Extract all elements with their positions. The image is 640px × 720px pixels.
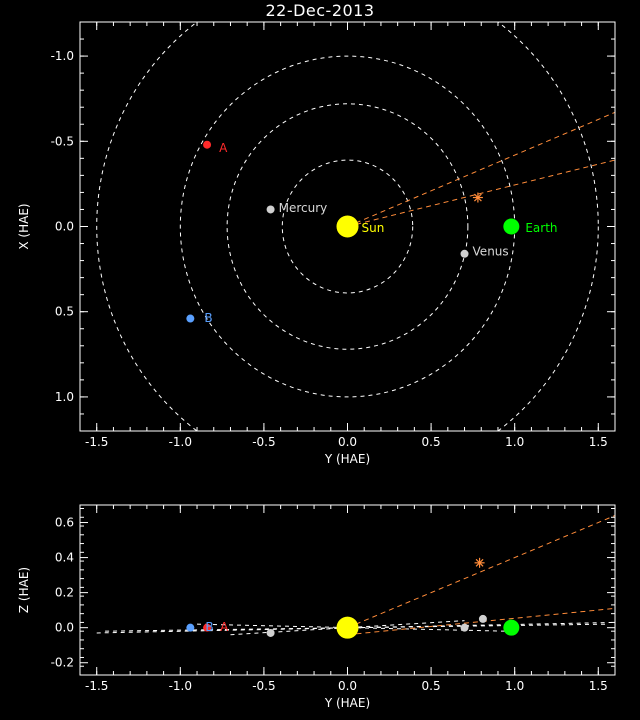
x-tick-label: 0.0	[338, 679, 357, 693]
x-axis-label: Y (HAE)	[324, 452, 370, 466]
orbit-line-3	[230, 620, 465, 636]
sun-label: Sun	[362, 221, 385, 235]
stereo-b-label: B	[204, 311, 212, 325]
x-tick-label: 0.5	[422, 679, 441, 693]
mercury-label: Mercury	[279, 201, 328, 215]
x-tick-label: 1.5	[589, 679, 608, 693]
stereo-b-marker	[186, 314, 195, 323]
x-tick-label: -1.5	[85, 679, 108, 693]
comet-marker-stroke-3	[475, 558, 484, 567]
stereo-a-marker	[203, 140, 212, 149]
comet-marker	[472, 192, 483, 203]
x-tick-label: 0.0	[338, 435, 357, 449]
orbit-ring-1	[226, 103, 469, 350]
y-axis-label: X (HAE)	[17, 203, 31, 249]
orbit-ring-0	[281, 159, 414, 294]
x-axis-label: Y (HAE)	[324, 696, 370, 710]
fov-line-1	[347, 159, 615, 227]
sun-marker	[336, 215, 359, 238]
x-tick-label: -1.5	[85, 435, 108, 449]
comet-marker	[474, 557, 485, 568]
chart-title: 22-Dec-2013	[265, 1, 375, 20]
fov-line-0	[347, 515, 615, 629]
y-tick-label: -0.2	[51, 656, 74, 670]
mercury-marker	[266, 628, 275, 637]
plot-area-side: AB	[96, 515, 615, 639]
earth-marker	[503, 619, 520, 636]
x-tick-label: -0.5	[252, 435, 275, 449]
x-tick-label: -0.5	[252, 679, 275, 693]
fov-line-0	[347, 111, 615, 227]
y-axis-label: Z (HAE)	[17, 567, 31, 613]
venus-marker	[460, 249, 469, 258]
x-tick-label: -1.0	[169, 679, 192, 693]
x-tick-label: 1.0	[505, 679, 524, 693]
plot-side: AB -1.5 -1.0 -0.5 0.0 0.5 1.0 1.5 -0.2 0.0 0.2 0.4 0…	[17, 504, 616, 710]
x-tick-label: -1.0	[169, 435, 192, 449]
y-tick-label: 0.6	[55, 516, 74, 530]
stereo-a-label: A	[220, 620, 229, 634]
mercury-marker	[266, 205, 275, 214]
y-tick-label: 0.2	[55, 586, 74, 600]
orbit-ring-3	[96, 22, 599, 431]
stereo-b-label: B	[205, 620, 213, 634]
stereo-a-marker	[203, 623, 212, 632]
x-tick-label: 1.0	[505, 435, 524, 449]
venus2-marker	[478, 614, 487, 623]
y-tick-label: -1.0	[51, 49, 74, 63]
x-tick-label: 1.5	[589, 435, 608, 449]
plot-area-top: Sun Mercury Venus Earth A B	[96, 22, 615, 431]
stereo-a-label: A	[219, 141, 228, 155]
earth-label: Earth	[525, 221, 557, 235]
venus-label: Venus	[473, 244, 509, 258]
y-tick-label: 0.0	[55, 220, 74, 234]
stereo-b-marker	[186, 623, 195, 632]
sun-marker	[336, 616, 359, 639]
y-tick-label: 0.5	[55, 305, 74, 319]
y-tick-label: 0.4	[55, 551, 74, 565]
plot-top: Sun Mercury Venus Earth A B -1.5 -1.0 -0.5 0.0 0.5…	[17, 21, 616, 466]
y-tick-label: 0.0	[55, 621, 74, 635]
earth-marker	[503, 218, 520, 235]
axes-box-side	[79, 504, 616, 676]
comet-marker-stroke-3	[473, 193, 482, 202]
venus-marker	[460, 623, 469, 632]
y-tick-label: 1.0	[55, 390, 74, 404]
x-tick-label: 0.5	[422, 435, 441, 449]
y-tick-label: -0.5	[51, 134, 74, 148]
